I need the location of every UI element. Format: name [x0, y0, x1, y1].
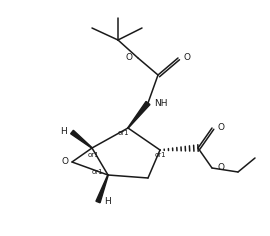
Text: or1: or1 — [92, 169, 104, 175]
Polygon shape — [128, 101, 150, 128]
Text: O: O — [184, 54, 191, 63]
Text: O: O — [126, 54, 133, 63]
Text: O: O — [217, 123, 224, 132]
Text: or1: or1 — [118, 130, 130, 136]
Text: or1: or1 — [88, 152, 100, 158]
Text: O: O — [217, 164, 224, 173]
Text: O: O — [61, 157, 68, 167]
Text: H: H — [60, 127, 67, 136]
Text: H: H — [104, 198, 111, 206]
Text: or1: or1 — [155, 152, 167, 158]
Polygon shape — [96, 175, 108, 203]
Text: NH: NH — [154, 98, 167, 108]
Polygon shape — [71, 130, 92, 148]
